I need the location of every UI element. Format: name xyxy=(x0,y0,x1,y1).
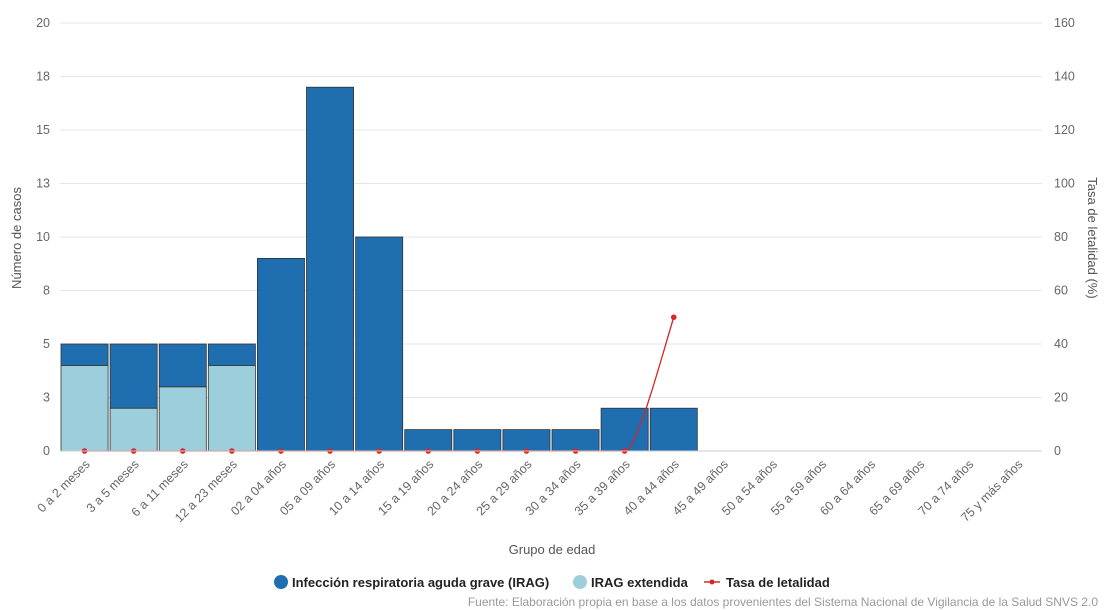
legend-label-irag-extendida: IRAG extendida xyxy=(591,575,689,590)
bar-irag[interactable] xyxy=(649,407,698,452)
y2-tick-label: 60 xyxy=(1054,284,1068,298)
y-axis-left-title: Número de casos xyxy=(9,187,24,289)
grid-lines xyxy=(60,22,1042,452)
y2-tick-label: 160 xyxy=(1054,16,1075,30)
bar-irag-extendida[interactable] xyxy=(109,407,158,452)
y2-tick-label: 80 xyxy=(1054,230,1068,244)
y-tick-label: 8 xyxy=(43,284,50,298)
legend-item-irag-extendida[interactable]: IRAG extendida xyxy=(573,575,689,590)
bar-irag-extendida[interactable] xyxy=(207,364,256,452)
y2-tick-label: 100 xyxy=(1054,177,1075,191)
bar-irag[interactable] xyxy=(158,343,207,388)
y-tick-label: 20 xyxy=(36,16,50,30)
legend-marker-irag-extendida xyxy=(573,575,587,589)
source-note: Fuente: Elaboración propia en base a los… xyxy=(468,595,1099,609)
point-tasa-letalidad[interactable] xyxy=(670,314,677,321)
legend-item-irag[interactable]: Infección respiratoria aguda grave (IRAG… xyxy=(274,575,549,590)
bar-irag[interactable] xyxy=(404,429,453,452)
bar-irag[interactable] xyxy=(551,429,600,452)
legend-marker-irag xyxy=(274,575,288,589)
bar-irag[interactable] xyxy=(453,429,502,452)
legend-label-irag: Infección respiratoria aguda grave (IRAG… xyxy=(292,575,549,590)
legend-label-tasa: Tasa de letalidad xyxy=(726,575,830,590)
bar-irag[interactable] xyxy=(109,343,158,409)
bar-irag[interactable] xyxy=(355,236,404,452)
y-tick-label: 18 xyxy=(36,70,50,84)
bar-series xyxy=(60,86,698,452)
y2-tick-label: 120 xyxy=(1054,123,1075,137)
y2-tick-label: 0 xyxy=(1054,444,1061,458)
y2-tick-label: 40 xyxy=(1054,337,1068,351)
y2-tick-label: 20 xyxy=(1054,391,1068,405)
y-tick-label: 13 xyxy=(36,177,50,191)
legend: Infección respiratoria aguda grave (IRAG… xyxy=(274,575,830,590)
y2-tick-label: 140 xyxy=(1054,70,1075,84)
bar-irag-extendida[interactable] xyxy=(158,386,207,452)
y-tick-label: 3 xyxy=(43,391,50,405)
bar-irag[interactable] xyxy=(600,407,649,452)
y-tick-label: 15 xyxy=(36,123,50,137)
bar-irag-extendida[interactable] xyxy=(60,364,109,452)
y-tick-label: 5 xyxy=(43,337,50,351)
y-axis-left: 0 3 5 8 10 13 15 18 20 xyxy=(36,16,50,458)
y-tick-label: 10 xyxy=(36,230,50,244)
bar-irag[interactable] xyxy=(256,257,305,452)
legend-item-tasa-letalidad[interactable]: Tasa de letalidad xyxy=(704,575,830,590)
bar-irag[interactable] xyxy=(502,429,551,452)
y-axis-right: 0 20 40 60 80 100 120 140 160 xyxy=(1054,16,1075,458)
bar-irag[interactable] xyxy=(60,343,109,366)
bar-irag[interactable] xyxy=(306,86,354,452)
bar-irag[interactable] xyxy=(207,343,256,366)
y-tick-label: 0 xyxy=(43,444,50,458)
x-axis-title: Grupo de edad xyxy=(509,542,596,557)
y-axis-right-title: Tasa de letalidad (%) xyxy=(1085,177,1100,298)
legend-marker-tasa xyxy=(709,579,715,585)
